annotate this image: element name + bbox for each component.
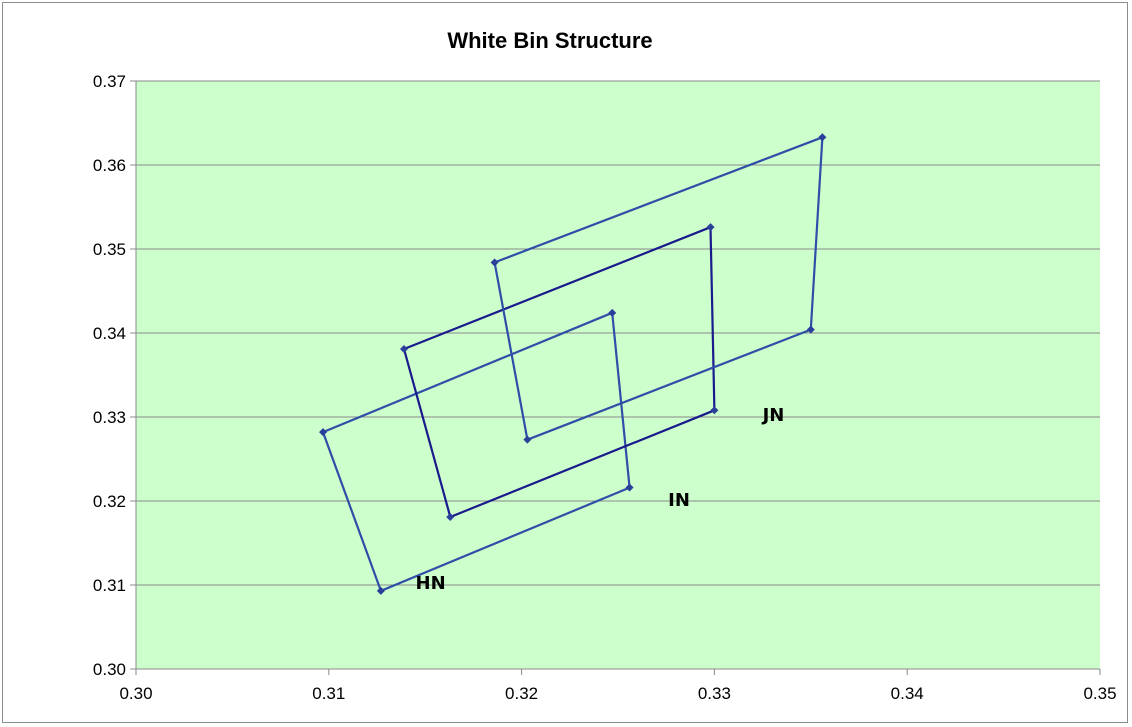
x-tick-label: 0.30 xyxy=(119,684,152,703)
data-point xyxy=(806,325,815,334)
annotation-label: JN xyxy=(761,405,785,426)
y-tick-label: 0.34 xyxy=(93,324,126,343)
x-tick-labels: 0.30 0.31 0.32 0.33 0.34 0.35 xyxy=(119,684,1116,703)
y-tick-label: 0.35 xyxy=(93,240,126,259)
y-tick-label: 0.30 xyxy=(93,660,126,679)
x-tick-label: 0.35 xyxy=(1083,684,1116,703)
data-point xyxy=(376,586,385,595)
data-point xyxy=(399,344,408,353)
y-tick-label: 0.36 xyxy=(93,156,126,175)
x-tick-label: 0.32 xyxy=(505,684,538,703)
data-point xyxy=(319,428,328,437)
data-point xyxy=(490,258,499,267)
x-tick-label: 0.33 xyxy=(698,684,731,703)
y-tick-labels: 0.30 0.31 0.32 0.33 0.34 0.35 0.36 0.37 xyxy=(93,72,126,679)
y-tick-label: 0.31 xyxy=(93,576,126,595)
annotations: HN IN JN xyxy=(416,405,785,594)
data-point xyxy=(625,483,634,492)
annotation-label: IN xyxy=(668,490,690,511)
data-point xyxy=(706,223,715,232)
series-group xyxy=(319,133,827,595)
data-point xyxy=(710,406,719,415)
x-tick-label: 0.31 xyxy=(312,684,345,703)
data-point xyxy=(818,133,827,142)
chart-title: White Bin Structure xyxy=(447,28,652,53)
data-point xyxy=(608,308,617,317)
x-tick-label: 0.34 xyxy=(891,684,924,703)
data-point xyxy=(523,435,532,444)
data-point xyxy=(446,512,455,521)
annotation-label: HN xyxy=(416,573,446,594)
y-tick-label: 0.33 xyxy=(93,408,126,427)
y-tick-label: 0.37 xyxy=(93,72,126,91)
y-tick-label: 0.32 xyxy=(93,492,126,511)
gridlines xyxy=(130,80,1101,675)
axes xyxy=(135,81,1100,670)
